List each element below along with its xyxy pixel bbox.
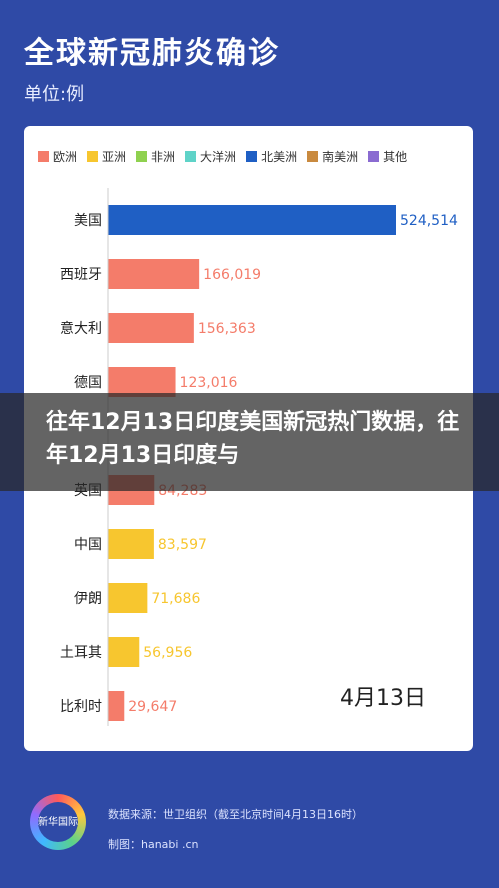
chart-title: 全球新冠肺炎确诊 <box>24 36 280 71</box>
legend-label: 欧洲 <box>53 150 78 164</box>
legend-swatch <box>87 151 99 162</box>
legend-swatch <box>185 151 197 162</box>
bar <box>108 583 148 613</box>
category-label: 土耳其 <box>60 645 102 661</box>
legend-item: 南美洲 <box>307 148 358 165</box>
value-label: 156,363 <box>198 321 256 337</box>
value-label: 524,514 <box>400 213 458 229</box>
unit-label: 单位:例 <box>24 84 85 105</box>
legend-label: 大洋洲 <box>200 150 237 164</box>
legend-swatch <box>246 151 258 162</box>
legend-label: 非洲 <box>151 150 176 164</box>
legend-label: 南美洲 <box>322 150 359 164</box>
value-label: 56,956 <box>143 645 192 661</box>
value-label: 71,686 <box>151 591 200 607</box>
legend: 欧洲 亚洲 非洲 大洋洲 北美洲 南美洲 其他 <box>38 148 463 165</box>
legend-swatch <box>307 151 319 162</box>
category-label: 美国 <box>74 213 102 229</box>
chart-producer: 制图：hanabi .cn <box>108 838 199 851</box>
bar <box>108 637 140 667</box>
legend-item: 大洋洲 <box>185 148 236 165</box>
bar <box>108 259 200 289</box>
legend-item: 欧洲 <box>38 148 77 165</box>
category-label: 伊朗 <box>74 591 102 607</box>
legend-item: 其他 <box>368 148 407 165</box>
xinhua-logo: 新华国际 <box>30 794 86 850</box>
legend-label: 其他 <box>383 150 408 164</box>
value-label: 166,019 <box>203 267 261 283</box>
value-label: 123,016 <box>180 375 238 391</box>
bar <box>108 529 154 559</box>
legend-item: 北美洲 <box>246 148 297 165</box>
headline-overlay <box>0 393 499 491</box>
category-label: 西班牙 <box>60 267 102 283</box>
category-label: 德国 <box>74 375 102 391</box>
bar <box>108 205 396 235</box>
legend-label: 北美洲 <box>261 150 298 164</box>
bar <box>108 691 125 721</box>
headline-text: 往年12月13日印度美国新冠热门数据，往年12月13日印度与 <box>46 410 460 468</box>
logo-text: 新华国际 <box>38 802 78 842</box>
category-label: 意大利 <box>60 320 102 337</box>
category-label: 中国 <box>74 537 102 553</box>
date-label: 4月13日 <box>340 686 426 711</box>
legend-label: 亚洲 <box>102 150 127 164</box>
legend-item: 非洲 <box>136 148 175 165</box>
data-source: 数据来源：世卫组织（截至北京时间4月13日16时） <box>108 808 363 821</box>
bar <box>108 367 176 397</box>
legend-swatch <box>38 151 49 162</box>
bar <box>108 313 194 343</box>
footer: 新华国际 数据来源：世卫组织（截至北京时间4月13日16时） 制图：hanabi… <box>0 770 499 888</box>
legend-swatch <box>136 151 148 162</box>
value-label: 83,597 <box>158 537 207 553</box>
category-label: 比利时 <box>60 699 102 715</box>
legend-item: 亚洲 <box>87 148 126 165</box>
value-label: 29,647 <box>128 699 177 715</box>
legend-swatch <box>368 151 380 162</box>
